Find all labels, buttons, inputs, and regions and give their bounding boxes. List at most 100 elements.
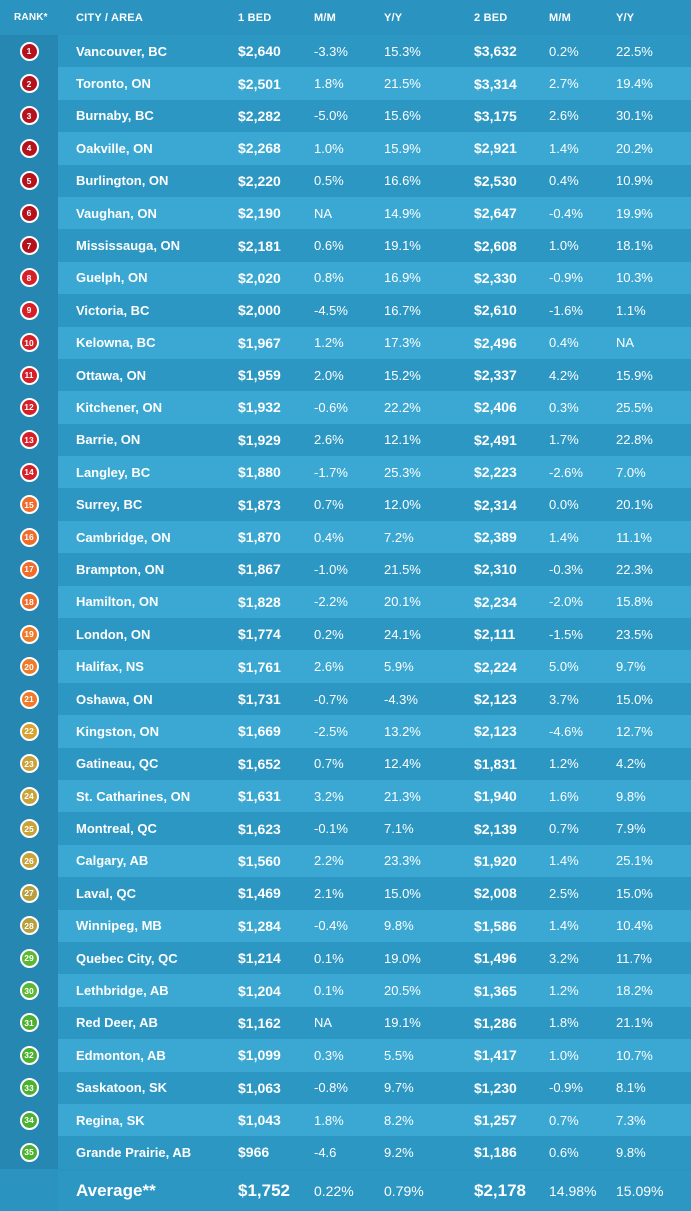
one-bed-yy: 19.0%: [384, 950, 421, 966]
two-bed-price: $1,940: [474, 788, 517, 805]
two-bed-mm: 4.2%: [549, 367, 579, 383]
two-bed-price: $2,921: [474, 140, 517, 157]
rank-cell: 25: [0, 812, 58, 845]
one-bed-yy: 21.5%: [384, 76, 421, 92]
header-yy-one-bed: Y/Y: [384, 11, 403, 24]
two-bed-price: $1,257: [474, 1112, 517, 1129]
city-cell: Oakville, ON: [76, 140, 153, 156]
two-bed-mm: 0.7%: [549, 1112, 579, 1128]
two-bed-price: $2,139: [474, 820, 517, 837]
table-row: 23 Gatineau, QC $1,652 0.7% 12.4% $1,831 1.2% 4…: [0, 747, 691, 780]
rank-badge: 24: [19, 786, 39, 806]
city-cell: Brampton, ON: [76, 561, 165, 577]
two-bed-yy: 19.4%: [616, 76, 653, 92]
table-row: 35 Grande Prairie, AB $966 -4.6 9.2% $1,186 0.…: [0, 1136, 691, 1169]
city-cell: Oshawa, ON: [76, 691, 153, 707]
two-bed-mm: -0.9%: [549, 270, 583, 286]
two-bed-yy: 7.0%: [616, 464, 646, 480]
one-bed-price: $1,959: [238, 367, 281, 384]
one-bed-yy: 20.5%: [384, 983, 421, 999]
table-row: 1 Vancouver, BC $2,640 -3.3% 15.3% $3,632 0.2%…: [0, 35, 691, 68]
one-bed-price: $1,774: [238, 626, 281, 643]
table-row: 8 Guelph, ON $2,020 0.8% 16.9% $2,330 -0.9% 10.…: [0, 261, 691, 295]
two-bed-price: $2,123: [474, 691, 517, 707]
two-bed-mm: 1.7%: [549, 432, 579, 448]
two-bed-yy: 9.7%: [616, 659, 646, 675]
one-bed-yy: 15.3%: [384, 43, 421, 59]
one-bed-price: $2,220: [238, 172, 281, 189]
rank-badge: 6: [19, 203, 39, 223]
table-row: 21 Oshawa, ON $1,731 -0.7% -4.3% $2,123 3.7% 15…: [0, 682, 691, 716]
one-bed-yy: 21.5%: [384, 561, 421, 577]
rank-badge: 8: [19, 268, 39, 288]
two-bed-price: $2,330: [474, 269, 517, 286]
rank-badge: 14: [19, 462, 39, 482]
two-bed-price: $1,586: [474, 917, 517, 934]
city-cell: Laval, QC: [76, 885, 136, 901]
rank-cell: 10: [0, 326, 58, 359]
one-bed-price: $1,669: [238, 723, 281, 740]
one-bed-yy: 16.7%: [384, 302, 421, 318]
rank-cell: 7: [0, 229, 58, 262]
two-bed-mm: 1.2%: [549, 983, 579, 999]
table-row: 31 Red Deer, AB $1,162 NA 19.1% $1,286 1.8% 21.…: [0, 1006, 691, 1040]
two-bed-price: $3,632: [474, 43, 517, 60]
one-bed-mm: -2.2%: [314, 594, 348, 610]
city-cell: Halifax, NS: [76, 659, 144, 675]
rank-badge: 22: [19, 721, 39, 741]
table-row: 15 Surrey, BC $1,873 0.7% 12.0% $2,314 0.0% 20.…: [0, 488, 691, 521]
city-cell: Calgary, AB: [76, 853, 149, 869]
two-bed-yy: 18.1%: [616, 238, 653, 254]
two-bed-price: $2,491: [474, 431, 517, 448]
rank-badge: 25: [19, 819, 39, 839]
one-bed-yy: 15.9%: [384, 140, 421, 156]
rank-cell: 29: [0, 941, 58, 975]
rank-cell: 6: [0, 196, 58, 230]
two-bed-price: $3,314: [474, 75, 517, 92]
rank-cell: 23: [0, 747, 58, 780]
one-bed-yy: 21.3%: [384, 788, 421, 804]
two-bed-yy: 9.8%: [616, 788, 646, 804]
one-bed-yy: 9.7%: [384, 1080, 414, 1096]
rank-cell: 8: [0, 261, 58, 295]
two-bed-price: $2,223: [474, 464, 517, 481]
table-row: 26 Calgary, AB $1,560 2.2% 23.3% $1,920 1.4% 25…: [0, 844, 691, 878]
two-bed-yy: 4.2%: [616, 756, 646, 772]
one-bed-mm: -5.0%: [314, 108, 348, 124]
two-bed-yy: 15.0%: [616, 885, 653, 901]
rank-badge: 30: [19, 981, 39, 1001]
city-cell: Victoria, BC: [76, 302, 150, 318]
two-bed-mm: 2.6%: [549, 108, 579, 124]
city-cell: Red Deer, AB: [76, 1015, 158, 1031]
rank-badge: 11: [19, 365, 39, 385]
average-yy-two-bed: 15.09%: [616, 1182, 664, 1199]
rank-cell: 21: [0, 682, 58, 716]
two-bed-mm: -1.6%: [549, 302, 583, 318]
one-bed-price: $1,880: [238, 464, 281, 481]
header-yy-two-bed: Y/Y: [616, 11, 635, 24]
one-bed-mm: NA: [314, 1015, 333, 1031]
one-bed-price: $1,828: [238, 593, 281, 610]
two-bed-mm: -2.6%: [549, 464, 583, 480]
city-cell: Winnipeg, MB: [76, 918, 162, 934]
one-bed-yy: 12.1%: [384, 432, 421, 448]
two-bed-yy: 7.3%: [616, 1112, 646, 1128]
rank-badge: 1: [19, 41, 39, 61]
rank-badge: 34: [19, 1110, 39, 1130]
one-bed-yy: 15.6%: [384, 108, 421, 124]
two-bed-yy: 15.9%: [616, 367, 653, 383]
table-row: 3 Burnaby, BC $2,282 -5.0% 15.6% $3,175 2.6% 30…: [0, 99, 691, 133]
two-bed-price: $2,314: [474, 496, 517, 513]
two-bed-price: $2,111: [474, 626, 516, 643]
one-bed-yy: 8.2%: [384, 1112, 414, 1128]
one-bed-mm: 0.1%: [314, 950, 344, 966]
header-two-bed: 2 BED: [474, 11, 508, 24]
city-cell: Gatineau, QC: [76, 756, 159, 772]
average-two-bed: $2,178: [474, 1180, 526, 1200]
two-bed-price: $2,224: [474, 658, 517, 675]
two-bed-yy: 11.1%: [616, 529, 652, 545]
city-cell: Kelowna, BC: [76, 335, 156, 351]
table-row: 5 Burlington, ON $2,220 0.5% 16.6% $2,530 0.4%…: [0, 164, 691, 197]
one-bed-yy: 16.6%: [384, 173, 421, 189]
one-bed-mm: -4.5%: [314, 302, 348, 318]
